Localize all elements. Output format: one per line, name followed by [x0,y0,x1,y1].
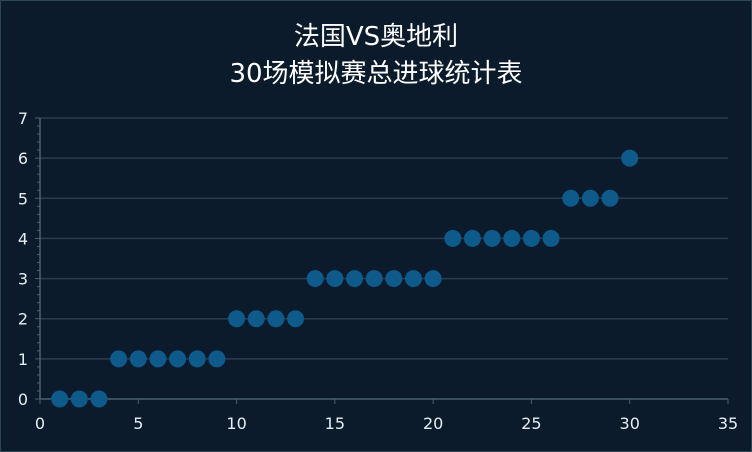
data-point [247,310,265,328]
data-point [483,229,501,247]
data-point [621,149,639,167]
data-point [70,390,88,408]
data-point [51,390,69,408]
data-point [424,270,442,288]
data-point [306,270,324,288]
data-point [542,229,560,247]
data-point [149,350,167,368]
data-point [503,229,521,247]
x-tick-label: 30 [620,414,640,433]
x-tick-label: 0 [35,414,45,433]
data-point [404,270,422,288]
y-tick-label: 6 [18,149,28,168]
y-tick-label: 5 [18,189,28,208]
data-point [444,229,462,247]
x-tick-label: 20 [423,414,443,433]
chart-title: 法国VS奥地利 [294,22,458,52]
y-tick-label: 3 [18,270,28,289]
data-point [188,350,206,368]
data-point [346,270,364,288]
chart-subtitle: 30场模拟赛总进球统计表 [229,59,522,89]
x-tick-label: 15 [325,414,345,433]
y-tick-label: 7 [18,109,28,128]
data-point [562,189,580,207]
data-point [228,310,246,328]
data-point [463,229,481,247]
data-point [385,270,403,288]
tick-labels: 0 1 2 3 4 5 6 7 0 5 10 15 20 25 30 35 [18,109,738,433]
grid-lines [40,117,728,360]
data-point [90,390,108,408]
data-point [267,310,285,328]
y-tick-label: 2 [18,310,28,329]
axes [35,117,729,404]
data-point [326,270,344,288]
data-point [169,350,187,368]
data-point [110,350,128,368]
x-tick-label: 35 [718,414,738,433]
x-tick-label: 5 [133,414,143,433]
data-point [129,350,147,368]
data-point [581,189,599,207]
x-tick-label: 25 [521,414,541,433]
data-point [522,229,540,247]
data-point [208,350,226,368]
y-tick-label: 0 [18,390,28,409]
y-tick-label: 4 [18,229,28,248]
data-point [287,310,305,328]
data-point [601,189,619,207]
data-point [365,270,383,288]
x-tick-label: 10 [226,414,246,433]
data-points [51,149,639,408]
y-tick-label: 1 [18,350,28,369]
